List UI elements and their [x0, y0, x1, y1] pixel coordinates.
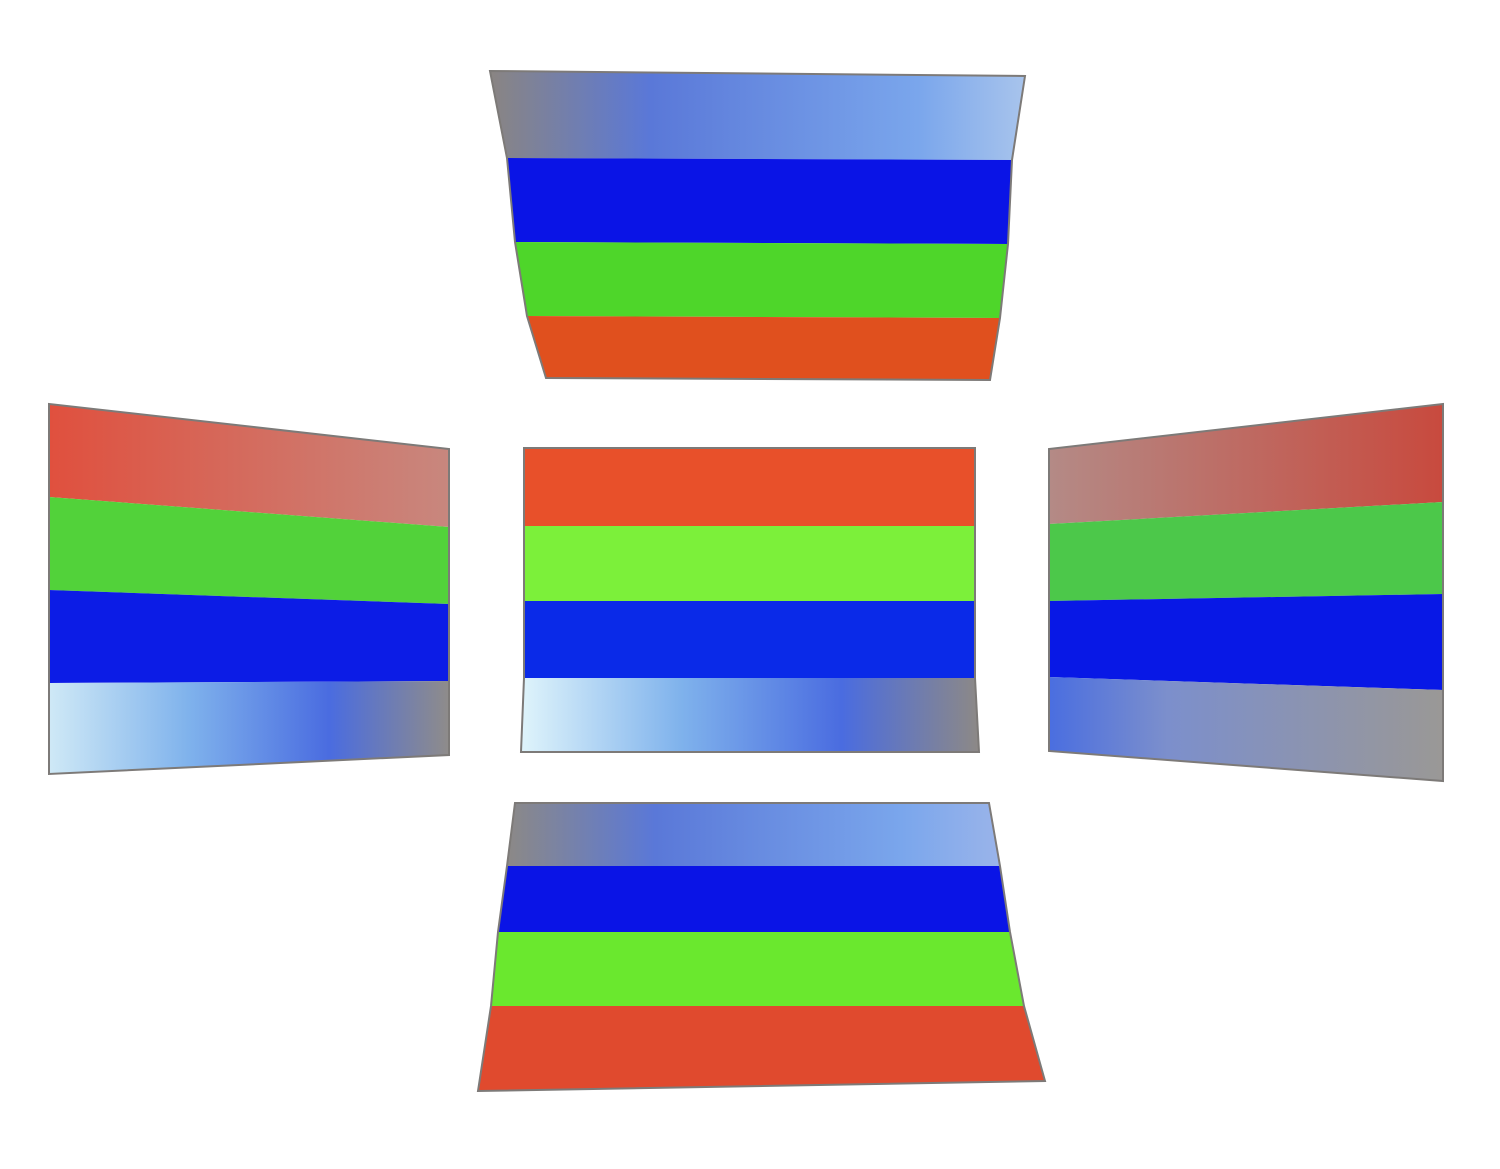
gray-to-blue-gradient-stripe: [490, 71, 1025, 160]
blue-to-gray-gradient-stripe: [1049, 677, 1443, 781]
green-stripe: [1049, 502, 1443, 601]
red-stripe: [49, 404, 449, 527]
panels: [48, 69, 1444, 1093]
blue-stripe: [507, 158, 1012, 244]
red-stripe: [524, 448, 975, 526]
right-panel: [1048, 402, 1444, 783]
red-stripe: [1049, 404, 1443, 524]
panel-edge: [476, 802, 1047, 1093]
gray-to-blue-gradient-stripe: [507, 803, 1000, 866]
blue-stripe: [498, 866, 1010, 932]
blue-stripe: [49, 590, 449, 683]
center-panel: [519, 447, 981, 753]
blue-stripe: [1049, 594, 1443, 690]
blue-stripe: [524, 601, 975, 678]
left-panel: [48, 402, 450, 776]
light-blue-to-gray-gradient-stripe: [521, 678, 979, 752]
green-stripe: [524, 526, 975, 601]
green-stripe: [515, 242, 1008, 318]
light-blue-to-gray-gradient-stripe: [49, 681, 449, 774]
bottom-panel: [476, 802, 1047, 1093]
panel-edge: [488, 69, 1027, 382]
red-stripe: [478, 1006, 1045, 1091]
red-stripe: [527, 316, 1000, 380]
panel-edge: [48, 402, 450, 776]
panel-edge: [1048, 402, 1444, 783]
top-panel: [488, 69, 1027, 382]
green-stripe: [49, 497, 449, 604]
panel-edge: [519, 447, 981, 753]
green-stripe: [491, 932, 1024, 1006]
